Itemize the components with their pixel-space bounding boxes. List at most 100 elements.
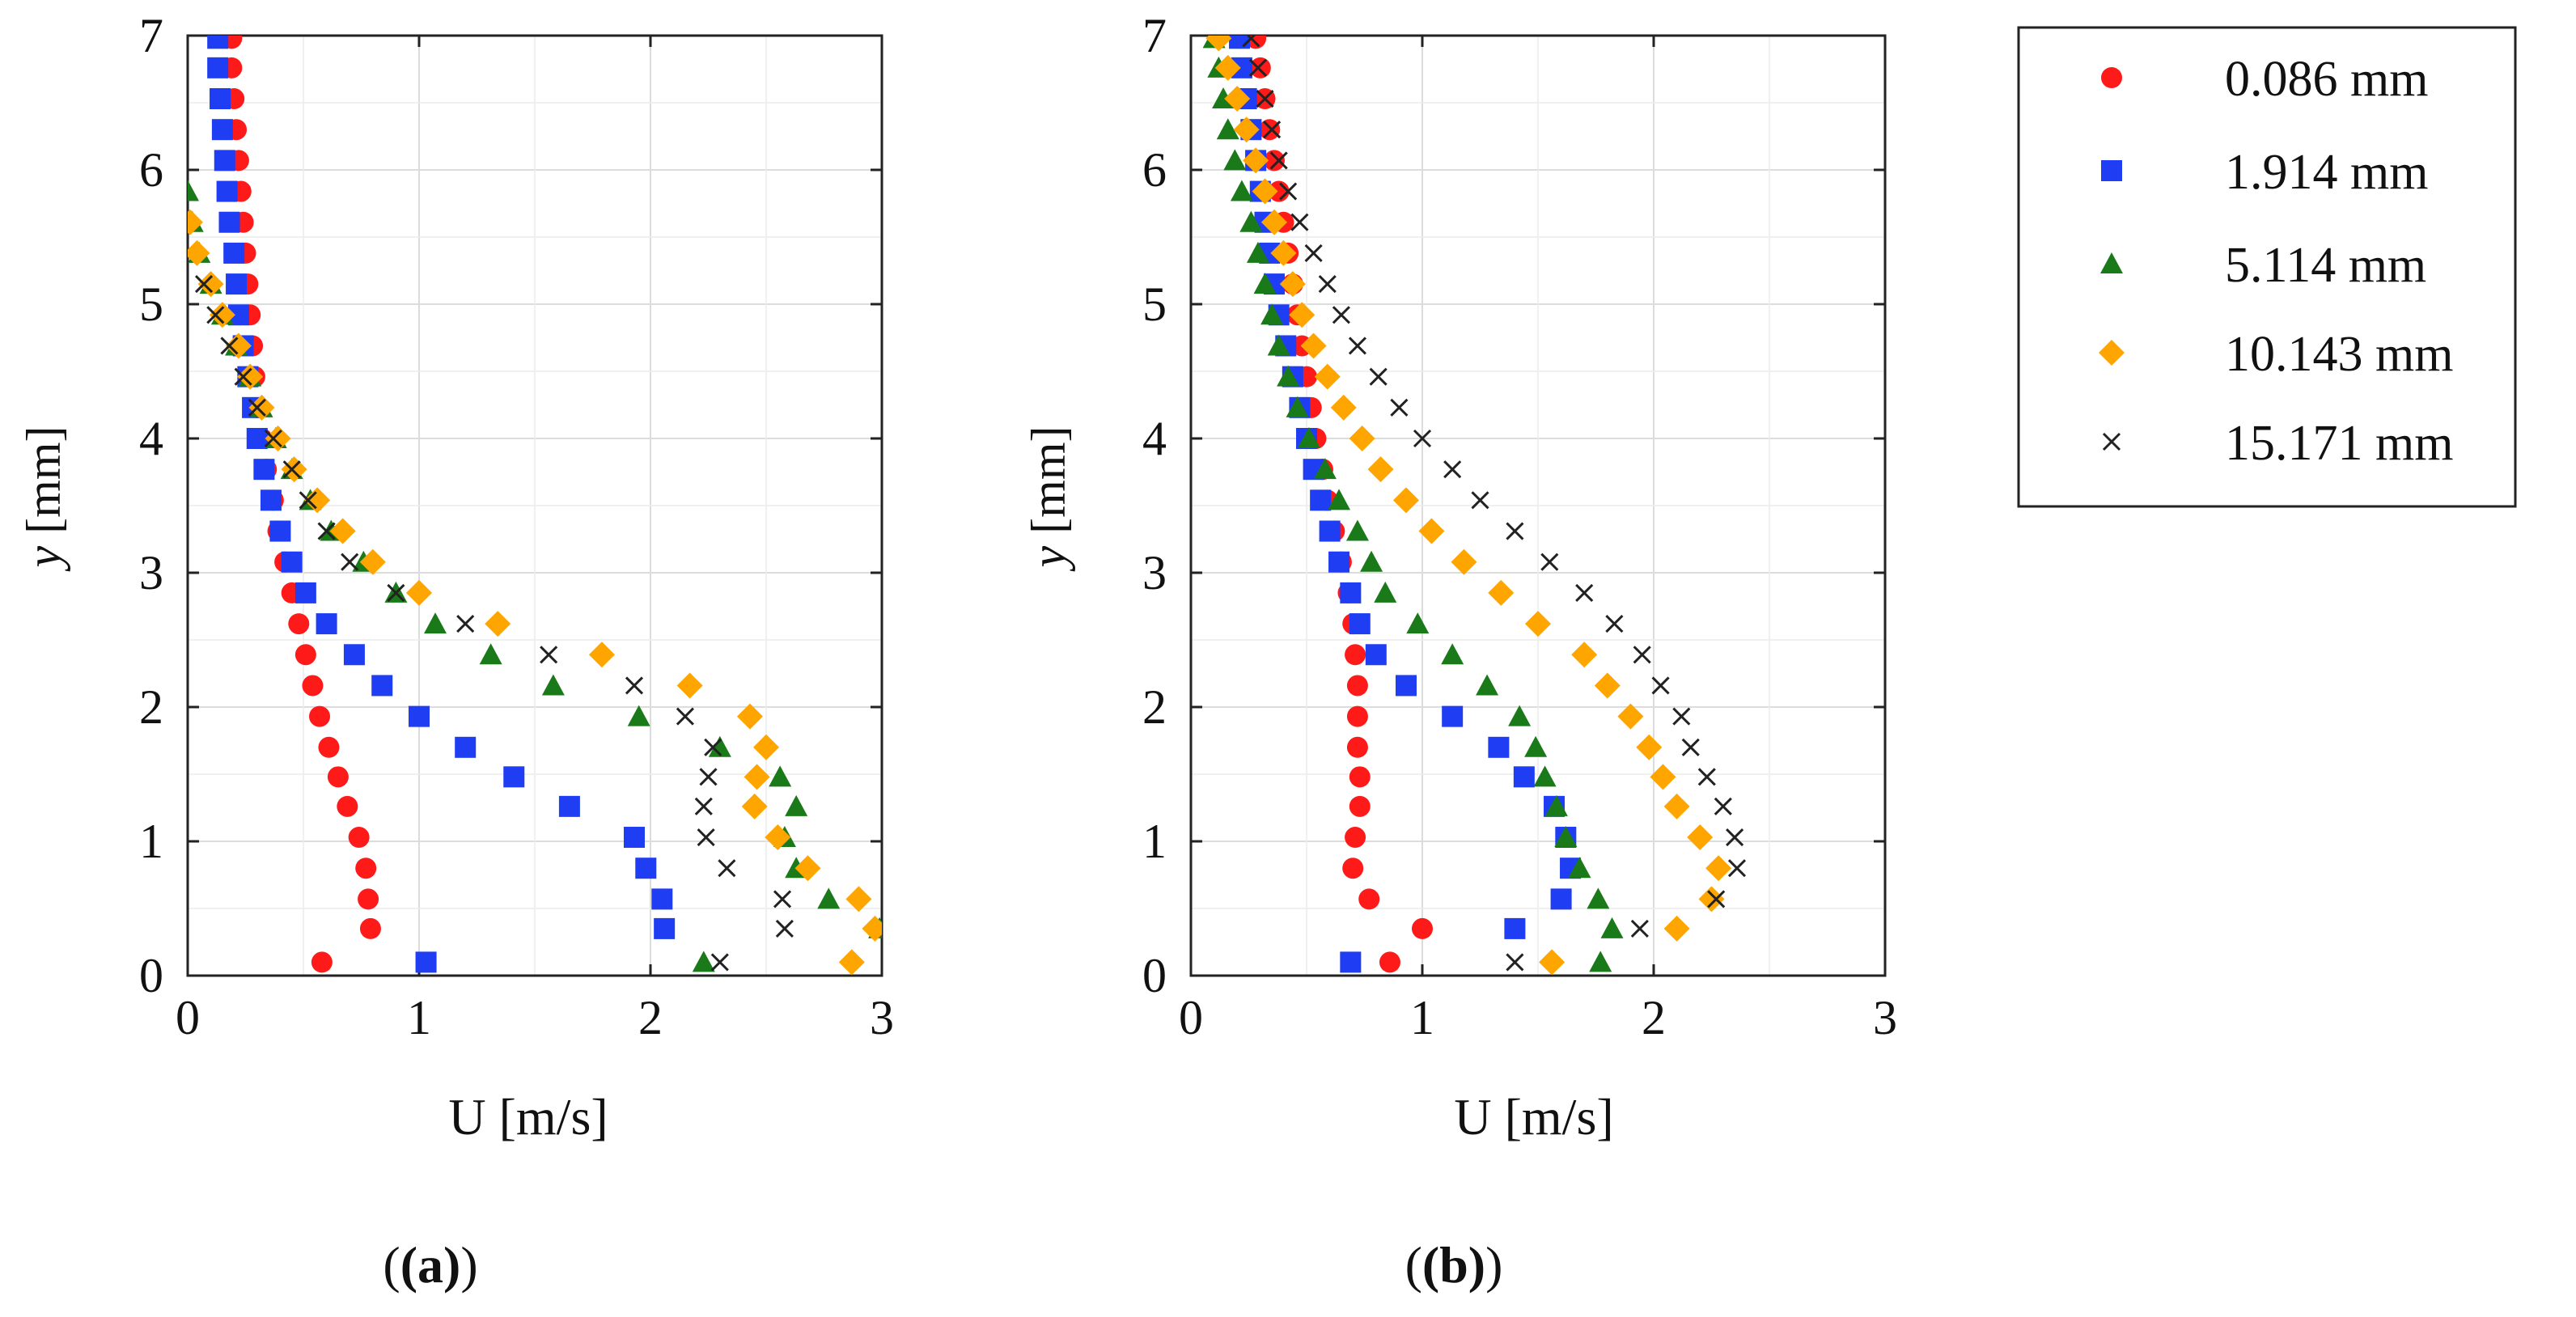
data-point [1441,643,1464,665]
data-point [694,797,713,815]
data-point [1286,396,1309,417]
data-point [1594,672,1621,699]
data-point [1374,581,1397,603]
x-tick-label: 0 [1179,991,1203,1044]
data-point [845,886,872,913]
legend-label: 0.086 mm [2225,52,2428,107]
x-tick-label: 0 [176,991,200,1044]
data-point [1367,456,1394,483]
data-point [318,736,340,758]
data-point [1533,765,1557,787]
data-point [1508,705,1532,726]
data-point [1304,243,1323,262]
data-point [1412,917,1433,939]
data-point [1267,334,1290,356]
data-point [1260,209,1287,235]
data-point [1318,275,1337,294]
data-point [220,337,239,355]
data-point [1259,119,1281,141]
data-point [1328,551,1350,573]
y-axis-label: y [mm] [17,426,70,573]
data-point [406,579,432,606]
data-point [1630,919,1649,938]
data-point [304,487,331,514]
grid [1190,35,1886,976]
y-tick-label: 3 [1142,546,1167,599]
plot-frame [1189,34,1887,977]
data-point [281,551,303,573]
legend-symbol [2102,432,2121,451]
data-point [1506,953,1524,972]
data-point [1539,949,1566,976]
data-point [327,766,349,788]
data-point [415,951,437,973]
data-point [282,460,301,479]
data-point [775,919,794,938]
data-point [194,275,214,294]
legend-marker-triangle [2100,252,2123,273]
data-point [1300,332,1327,359]
y-tick-label: 2 [139,680,163,734]
data-point [1340,951,1362,973]
data-point [1260,303,1284,325]
data-point [1714,797,1732,815]
data-point [1672,707,1691,726]
data-point [1328,489,1351,510]
data-point [718,859,736,878]
data-point [223,242,245,264]
y-tick-label: 0 [1142,949,1167,1002]
y-tick-label: 7 [139,9,163,62]
data-point [1390,398,1409,417]
data-point [1223,149,1247,171]
legend-marker-diamond [2099,340,2125,366]
data-point [485,611,511,637]
data-point [1279,182,1298,201]
data-point [237,363,264,390]
data-point [1358,888,1380,910]
data-point [1233,116,1260,143]
data-point [260,489,282,511]
series-cross [1242,36,1747,972]
data-point [1571,642,1598,668]
legend-entry: 0.086 mm [2101,52,2428,107]
data-point [1698,886,1725,913]
y-tick-label: 2 [1142,680,1167,734]
data-point [627,705,650,726]
data-point [1568,857,1591,879]
data-point [329,518,356,544]
data-point [1506,522,1524,540]
x-axis-label: U [m/s] [1454,1088,1613,1145]
data-point [1575,583,1594,602]
legend-label: 10.143 mm [2225,327,2453,382]
data-point [317,522,336,540]
x-tick-label: 2 [1642,991,1666,1044]
series-triangle [188,180,882,972]
data-point [1554,826,1578,848]
data-point [1216,118,1239,140]
data-point [1205,36,1232,52]
data-point [358,888,379,910]
data-point [1279,271,1306,298]
data-point [1263,150,1285,172]
data-point [1360,550,1383,572]
legend-marker-square [2101,160,2122,181]
data-point [753,734,779,760]
data-point [210,88,231,110]
data-point [1587,887,1610,909]
data-point [1488,736,1510,758]
data-point [456,615,475,633]
data-point [455,736,477,758]
data-point [1636,734,1663,760]
data-points [1202,36,1747,976]
data-point [1524,735,1548,757]
data-point [697,828,715,847]
data-point [302,675,324,697]
data-point [1290,213,1309,231]
data-point [359,917,381,939]
data-point [1705,855,1732,882]
data-point [371,675,393,697]
y-tick-label: 1 [1142,815,1167,868]
data-point [625,676,644,695]
y-tick-label: 0 [139,949,163,1002]
data-point [541,674,565,696]
